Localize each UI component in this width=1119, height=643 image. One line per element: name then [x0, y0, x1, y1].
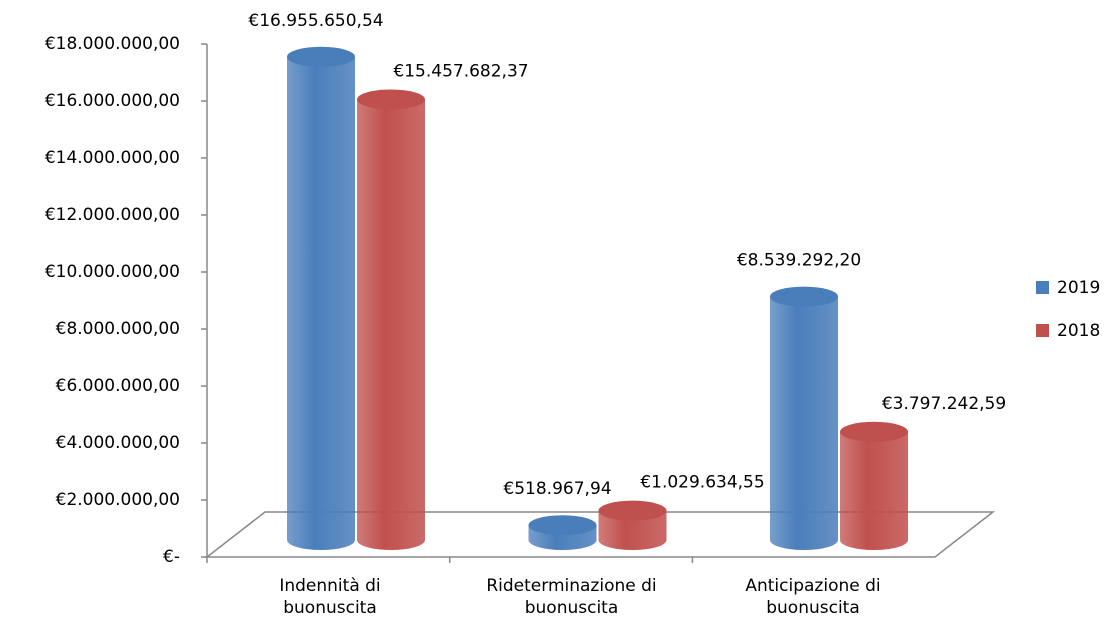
cylinder [357, 89, 425, 550]
y-tick-label: €- [163, 547, 180, 567]
legend-swatch [1036, 281, 1049, 294]
y-tick-label: €8.000.000,00 [56, 319, 180, 339]
value-label: €3.797.242,59 [882, 394, 1006, 414]
y-tick-label: €18.000.000,00 [45, 34, 180, 54]
value-label: €15.457.682,37 [393, 61, 528, 81]
cylinder-top [287, 46, 355, 67]
cylinder-top [528, 515, 597, 536]
cylinder-top [598, 500, 667, 521]
cylinder [287, 46, 355, 551]
value-label: €1.029.634,55 [640, 473, 764, 493]
cylinder [598, 500, 667, 550]
cylinder-top [770, 286, 838, 307]
y-tick-label: €10.000.000,00 [45, 262, 180, 282]
y-tick-label: €12.000.000,00 [45, 205, 180, 225]
cylinder-top [357, 89, 425, 110]
legend-swatch [1036, 324, 1049, 337]
value-label: €8.539.292,20 [737, 251, 861, 271]
y-tick-label: €16.000.000,00 [45, 91, 180, 111]
legend-label: 2019 [1057, 278, 1100, 298]
cylinder [528, 515, 597, 550]
cylinder-body [287, 56, 355, 551]
y-tick-label: €6.000.000,00 [56, 376, 180, 396]
cylinder-body [770, 296, 838, 550]
cylinder [840, 421, 908, 550]
cylinder-body [357, 99, 425, 550]
cylinder-top [840, 421, 908, 442]
x-tick-label: Indennità di buonuscita [279, 576, 381, 618]
y-tick-label: €4.000.000,00 [56, 433, 180, 453]
value-label: €16.955.650,54 [248, 11, 383, 31]
cylinder [770, 286, 838, 550]
legend-label: 2018 [1057, 321, 1100, 341]
value-label: €518.967,94 [503, 479, 611, 499]
cylinder-body [840, 431, 908, 550]
x-tick-label: Rideterminazione di buonuscita [486, 576, 657, 618]
y-tick-label: €2.000.000,00 [56, 490, 180, 510]
y-tick-label: €14.000.000,00 [45, 148, 180, 168]
x-tick-label: Anticipazione di buonuscita [745, 576, 881, 618]
cylinder-body [598, 510, 667, 550]
